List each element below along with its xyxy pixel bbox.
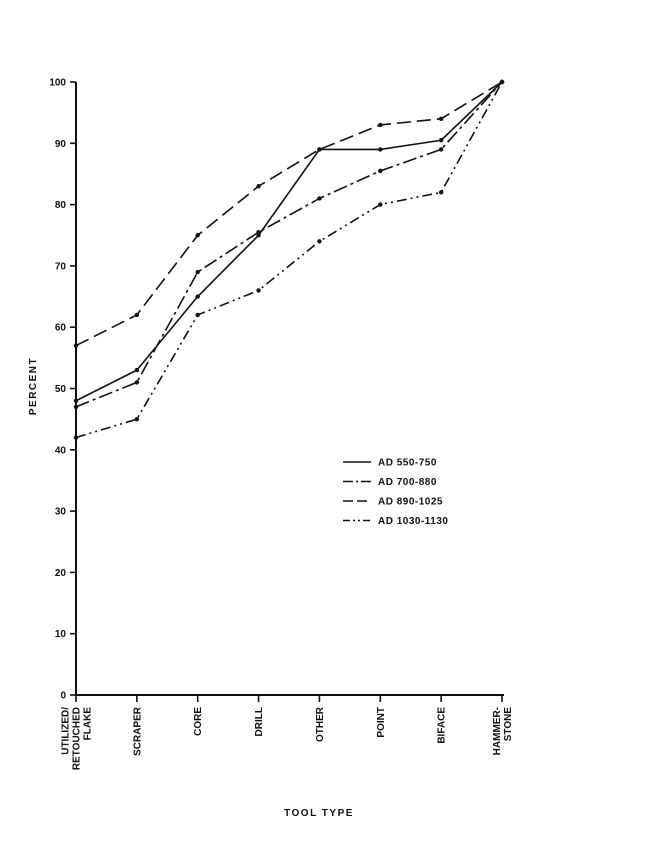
x-tick-label: HAMMER- STONE — [492, 707, 514, 756]
data-point — [438, 116, 444, 121]
x-tick-label: SCRAPER — [132, 706, 143, 756]
data-point — [256, 229, 261, 235]
axes — [75, 82, 504, 696]
x-tick-label: POINT — [376, 707, 387, 738]
y-tick-label: 30 — [55, 507, 67, 518]
data-point — [378, 168, 383, 174]
series-4 — [73, 79, 505, 440]
y-tick-label: 0 — [60, 691, 66, 702]
series-line — [75, 81, 503, 439]
y-tick-label: 10 — [55, 629, 67, 640]
x-tick-label: CORE — [193, 707, 204, 736]
legend-label: AD 1030-1130 — [378, 516, 449, 527]
data-point — [195, 294, 200, 299]
x-tick-label-line: OTHER — [315, 706, 326, 742]
series-line — [75, 81, 503, 402]
legend-label: AD 700-880 — [378, 477, 437, 488]
y-tick-label: 80 — [55, 200, 67, 211]
y-axis-label: PERCENT — [28, 357, 39, 415]
x-tick-label-line: SCRAPER — [132, 706, 143, 756]
x-tick-label-line: HAMMER- — [492, 707, 503, 755]
series-line — [75, 81, 503, 408]
x-tick-label-line: RETOUCHED — [72, 707, 83, 770]
x-tick-label-line: STONE — [503, 707, 514, 742]
y-axis-ticks: 0 10 20 30 40 50 60 70 80 90 100 — [49, 78, 76, 702]
data-point — [195, 312, 200, 318]
data-point — [73, 398, 79, 403]
y-tick-label: 20 — [55, 568, 67, 579]
data-point — [73, 343, 79, 348]
data-point — [499, 79, 505, 85]
data-point — [438, 190, 444, 195]
data-point — [317, 239, 322, 244]
data-point — [317, 147, 322, 152]
y-tick-label: 40 — [55, 445, 67, 456]
x-axis-ticks: UTILIZED/RETOUCHED FLAKE SCRAPER CORE DRILL O… — [61, 695, 514, 770]
legend-label: AD 550-750 — [378, 458, 437, 469]
y-tick-label: 50 — [55, 384, 67, 395]
data-point — [378, 147, 383, 152]
series-1 — [73, 79, 505, 403]
data-point — [256, 184, 261, 189]
x-tick-label-line: DRILL — [254, 707, 265, 736]
y-tick-label: 90 — [55, 139, 67, 150]
series-3 — [73, 79, 505, 348]
data-point — [134, 380, 140, 385]
data-point — [134, 367, 140, 373]
legend: AD 550-750 AD 700-880 AD 890-1025 AD 1030-1… — [343, 458, 449, 527]
data-point — [134, 416, 140, 422]
data-point — [73, 404, 79, 410]
x-tick-label-line: FLAKE — [83, 707, 94, 741]
x-tick-label: OTHER — [315, 706, 326, 742]
legend-label: AD 890-1025 — [378, 497, 443, 508]
data-point — [378, 122, 383, 128]
data-point — [256, 233, 261, 238]
series-lines — [73, 79, 505, 440]
y-tick-label: 100 — [49, 78, 66, 89]
data-point — [195, 269, 200, 275]
x-tick-label: BIFACE — [437, 707, 448, 744]
data-point — [438, 138, 444, 143]
y-tick-label: 70 — [55, 261, 67, 272]
y-tick-label: 60 — [55, 323, 67, 334]
data-point — [73, 435, 79, 440]
data-point — [195, 233, 200, 238]
x-tick-label-line: BIFACE — [437, 707, 448, 744]
data-point — [438, 147, 444, 152]
data-point — [256, 288, 261, 293]
x-axis-label: TOOL TYPE — [284, 808, 354, 819]
x-tick-label-line: UTILIZED/ — [61, 707, 72, 755]
data-point — [134, 312, 140, 318]
series-line — [75, 81, 503, 347]
series-2 — [73, 79, 505, 410]
data-point — [317, 196, 322, 201]
x-tick-label: DRILL — [254, 707, 265, 736]
data-point — [378, 202, 383, 207]
x-tick-label: UTILIZED/RETOUCHED FLAKE — [61, 707, 94, 770]
x-tick-label-line: CORE — [193, 707, 204, 736]
x-tick-label-line: POINT — [376, 707, 387, 738]
